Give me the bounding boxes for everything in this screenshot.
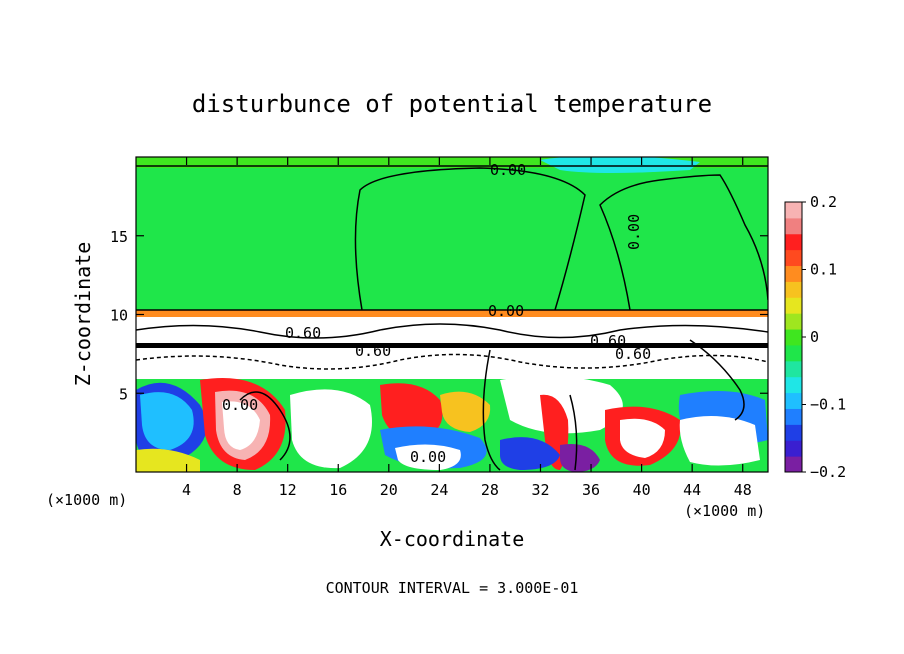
colorbar-ticks: 0.2 0.1 0 −0.1 −0.2 [802,193,846,481]
x-tick-label: 4 [182,481,191,499]
colorbar-swatch [785,360,802,378]
contour-label: 0.00 [222,396,258,414]
x-tick-label: 40 [633,481,651,499]
colorbar-tick-label: 0 [810,328,819,346]
y-tick-label: 15 [110,228,128,246]
contour-label: 0.60 [285,324,321,342]
contour-lower-2 [136,353,768,370]
colorbar-tick-label: −0.1 [810,396,846,414]
x-tick-label: 36 [582,481,600,499]
contour-plume-1 [354,167,586,311]
contour-label: 0.60 [355,342,391,360]
chart-title: disturbunce of potential temperature [192,90,712,118]
x-unit-right: (×1000 m) [684,502,765,520]
colorbar-tick-label: 0.2 [810,193,837,211]
x-tick-label: 8 [233,481,242,499]
colorbar-swatch [785,456,802,473]
colorbar-swatch [785,297,802,314]
colorbar-swatch [785,233,802,251]
contour-label: 0.00 [410,448,446,466]
y-axis-label: Z-coordinate [71,242,95,387]
blob-white-6 [679,416,760,466]
contour-lower-4 [482,349,501,471]
blob-red-2 [380,383,443,440]
blob-white-4 [500,376,623,434]
x-unit-left: (×1000 m) [46,491,127,509]
blob-purple-1 [560,444,600,472]
plot-area: 0.00 0.00 0.00 0.00 0.60 0.60 0.60 0.60 … [136,157,768,472]
blob-blue-3 [500,437,560,470]
contour-plume-2 [599,174,768,311]
colorbar-swatch [785,202,802,219]
contour-lower-3 [239,391,291,461]
colorbar-swatch [785,424,802,441]
blob-cyan-1 [140,392,194,450]
top-layer-band [136,157,768,168]
blob-white-3 [395,444,461,470]
x-tick-label: 20 [380,481,398,499]
colorbar-swatch [785,440,802,457]
x-tick-label: 28 [481,481,499,499]
colorbar-tick-label: 0.1 [810,261,837,279]
x-axis-ticks: 4 8 12 16 20 24 28 32 36 40 44 48 [182,157,752,499]
tropopause-band [136,310,768,318]
y-axis-ticks: 5 10 15 [110,228,768,403]
y-tick-label: 5 [119,385,128,403]
contour-label: 0.60 [615,345,651,363]
dashed-black-band [136,343,768,348]
contour-label: 0.00 [490,161,526,179]
contour-label: 0.00 [488,302,524,320]
contour-interval-note: CONTOUR INTERVAL = 3.000E-01 [326,579,579,597]
field-background-upper [136,157,768,317]
colorbar [784,201,803,473]
lower-layer [136,376,768,472]
blob-white-2 [290,389,372,469]
blob-yellow-1 [440,391,491,432]
x-tick-label: 48 [734,481,752,499]
colorbar-swatch [785,265,802,282]
blob-yellow-2 [136,448,200,472]
colorbar-swatch [785,329,802,346]
contour-lower-6 [689,339,745,421]
colorbar-tick-label: −0.2 [810,463,846,481]
blob-white-1 [222,401,260,450]
contour-lines [136,165,768,471]
y-tick-label: 10 [110,307,128,325]
colorbar-swatch [785,313,802,330]
colorbar-swatch [785,344,802,362]
contour-lower-1 [136,323,768,339]
colorbar-swatch [785,217,802,235]
contour-labels: 0.00 0.00 0.00 0.00 0.60 0.60 0.60 0.60 … [222,161,651,466]
contour-label: 0.60 [590,332,626,350]
x-tick-label: 32 [531,481,549,499]
contour-lower-5 [569,394,578,471]
colorbar-swatch [785,281,802,298]
x-tick-label: 12 [279,481,297,499]
colorbar-swatch [785,249,802,267]
x-tick-label: 44 [683,481,701,499]
x-tick-label: 24 [430,481,448,499]
blob-white-5 [620,418,665,458]
colorbar-swatch [785,408,802,425]
x-axis-label: X-coordinate [380,527,525,551]
upper-cyan-patch [540,157,700,173]
x-tick-label: 16 [329,481,347,499]
colorbar-swatch [785,392,802,409]
colorbar-swatch [785,376,802,394]
contour-label: 0.00 [625,214,643,250]
